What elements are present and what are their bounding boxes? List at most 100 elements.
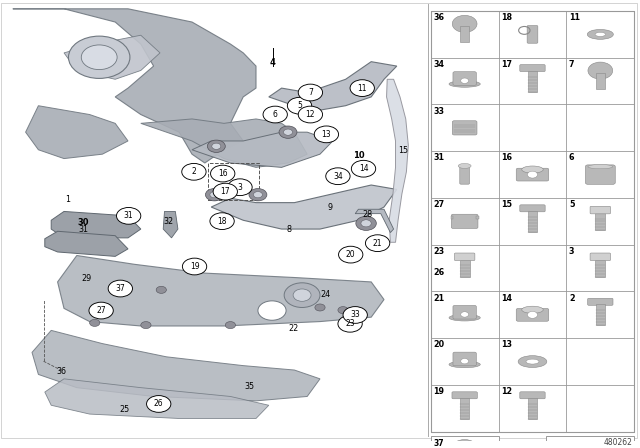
Text: 1: 1 <box>65 194 70 203</box>
FancyBboxPatch shape <box>460 26 469 43</box>
Circle shape <box>284 283 320 307</box>
Text: 24: 24 <box>320 290 330 299</box>
Text: 30: 30 <box>77 218 89 227</box>
Circle shape <box>461 78 468 83</box>
Text: 13: 13 <box>321 130 332 139</box>
Polygon shape <box>64 35 160 79</box>
FancyBboxPatch shape <box>460 398 469 419</box>
Text: 15: 15 <box>501 200 512 209</box>
Circle shape <box>90 319 100 327</box>
Circle shape <box>315 304 325 311</box>
Ellipse shape <box>449 81 480 87</box>
Circle shape <box>356 216 376 230</box>
Circle shape <box>212 143 221 149</box>
Text: 12: 12 <box>501 387 512 396</box>
Text: 9: 9 <box>328 202 333 211</box>
Text: 35: 35 <box>244 382 255 391</box>
FancyBboxPatch shape <box>460 165 470 184</box>
Circle shape <box>210 213 234 229</box>
Circle shape <box>527 311 538 318</box>
Text: 23: 23 <box>433 247 444 256</box>
Text: 21: 21 <box>373 239 382 248</box>
FancyBboxPatch shape <box>528 398 537 419</box>
Ellipse shape <box>458 164 471 168</box>
Text: 17: 17 <box>220 187 230 196</box>
Text: 16: 16 <box>218 169 228 178</box>
Text: 33: 33 <box>433 107 444 116</box>
FancyBboxPatch shape <box>595 213 605 230</box>
Text: 6: 6 <box>273 110 278 119</box>
Circle shape <box>205 189 223 201</box>
FancyBboxPatch shape <box>431 11 634 432</box>
Circle shape <box>298 106 323 123</box>
Text: 19: 19 <box>189 262 200 271</box>
Ellipse shape <box>518 356 547 367</box>
Ellipse shape <box>522 306 543 313</box>
Circle shape <box>527 171 538 178</box>
Text: 13: 13 <box>501 340 512 349</box>
Text: 37: 37 <box>115 284 125 293</box>
Polygon shape <box>13 9 256 163</box>
Polygon shape <box>163 211 178 238</box>
Circle shape <box>350 80 374 96</box>
Polygon shape <box>26 106 128 159</box>
Text: 37: 37 <box>433 439 444 448</box>
Circle shape <box>461 312 468 317</box>
Circle shape <box>351 160 376 177</box>
Circle shape <box>452 15 477 32</box>
Text: 5: 5 <box>297 101 302 110</box>
Circle shape <box>343 306 367 323</box>
FancyBboxPatch shape <box>520 392 545 399</box>
FancyBboxPatch shape <box>595 260 605 276</box>
Circle shape <box>284 129 292 135</box>
Circle shape <box>279 126 297 138</box>
Circle shape <box>588 62 612 79</box>
Circle shape <box>461 358 468 364</box>
Text: 8: 8 <box>287 224 292 233</box>
Polygon shape <box>45 231 128 256</box>
Text: 33: 33 <box>350 310 360 319</box>
Text: 32: 32 <box>164 217 174 226</box>
Circle shape <box>182 258 207 275</box>
Text: 11: 11 <box>569 13 580 22</box>
Circle shape <box>228 179 252 196</box>
Circle shape <box>182 164 206 180</box>
Text: 27: 27 <box>96 306 106 315</box>
Circle shape <box>338 315 362 332</box>
Text: 36: 36 <box>433 13 444 22</box>
Text: 5: 5 <box>569 200 575 209</box>
FancyBboxPatch shape <box>546 436 634 448</box>
Circle shape <box>365 235 390 251</box>
FancyBboxPatch shape <box>516 168 548 181</box>
Text: 14: 14 <box>358 164 369 173</box>
Circle shape <box>116 207 141 224</box>
Circle shape <box>210 192 219 198</box>
FancyBboxPatch shape <box>453 352 476 366</box>
Text: 7: 7 <box>569 60 575 69</box>
Text: 11: 11 <box>358 84 367 93</box>
Circle shape <box>213 183 237 200</box>
Text: 25: 25 <box>120 405 130 414</box>
FancyBboxPatch shape <box>590 253 611 261</box>
FancyBboxPatch shape <box>460 260 470 276</box>
FancyBboxPatch shape <box>596 304 605 325</box>
FancyBboxPatch shape <box>596 73 605 89</box>
Text: 34: 34 <box>333 172 343 181</box>
FancyBboxPatch shape <box>527 26 538 43</box>
Text: 28: 28 <box>362 211 372 220</box>
Polygon shape <box>51 211 141 238</box>
Circle shape <box>361 220 371 227</box>
Circle shape <box>339 246 363 263</box>
FancyBboxPatch shape <box>452 392 477 399</box>
Text: 31: 31 <box>124 211 134 220</box>
Text: 18: 18 <box>501 13 512 22</box>
Circle shape <box>338 306 348 314</box>
Text: 34: 34 <box>433 60 444 69</box>
Ellipse shape <box>588 164 612 169</box>
Text: 29: 29 <box>81 274 92 283</box>
Circle shape <box>452 439 477 448</box>
FancyBboxPatch shape <box>476 215 479 219</box>
Circle shape <box>115 284 125 292</box>
Circle shape <box>298 84 323 101</box>
Text: 15: 15 <box>398 146 408 155</box>
